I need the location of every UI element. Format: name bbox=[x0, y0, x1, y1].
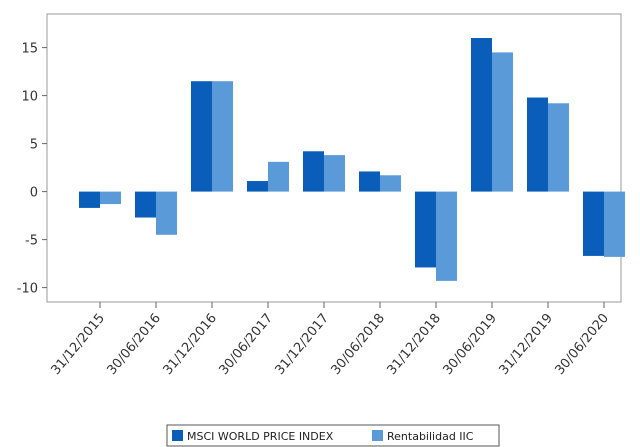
bar-series-2 bbox=[324, 155, 345, 192]
bar-series-1 bbox=[135, 191, 156, 218]
bar-series-1 bbox=[527, 97, 548, 192]
y-axis: 15 10 5 0 -5 -10 bbox=[17, 42, 47, 297]
bar-series-2 bbox=[268, 161, 289, 192]
x-tick-label: 31/12/2016 bbox=[160, 311, 220, 378]
x-tick-label: 31/12/2018 bbox=[384, 311, 444, 378]
bar-series-1 bbox=[415, 191, 436, 268]
bars bbox=[79, 38, 625, 281]
bar-series-2 bbox=[380, 175, 401, 192]
bar-series-2 bbox=[492, 52, 513, 192]
y-tick-label: 15 bbox=[21, 42, 38, 57]
legend-swatch-series-1 bbox=[172, 430, 183, 441]
bar-series-1 bbox=[191, 81, 212, 192]
x-tick-label: 30/06/2020 bbox=[552, 311, 612, 378]
legend-box bbox=[166, 424, 500, 447]
x-tick-label: 30/06/2016 bbox=[104, 311, 164, 378]
bar-series-1 bbox=[303, 151, 324, 192]
legend: MSCI WORLD PRICE INDEX Rentabilidad IIC bbox=[166, 424, 500, 447]
bar-series-1 bbox=[359, 171, 380, 192]
bar-series-2 bbox=[212, 81, 233, 192]
legend-swatch-series-2 bbox=[372, 430, 383, 441]
bar-series-1 bbox=[79, 191, 100, 208]
x-tick-label: 30/06/2019 bbox=[440, 311, 500, 378]
y-tick-label: 5 bbox=[30, 138, 38, 153]
legend-label-series-1: MSCI WORLD PRICE INDEX bbox=[187, 430, 334, 443]
x-tick-label: 30/06/2018 bbox=[328, 311, 388, 378]
legend-label-series-2: Rentabilidad IIC bbox=[387, 430, 474, 443]
bar-series-2 bbox=[548, 103, 569, 192]
bar-series-2 bbox=[604, 191, 625, 257]
x-tick-label: 31/12/2017 bbox=[272, 311, 332, 378]
x-tick-label: 31/12/2015 bbox=[48, 311, 108, 378]
bar-series-1 bbox=[583, 191, 604, 256]
x-axis: 31/12/201530/06/201631/12/201630/06/2017… bbox=[48, 302, 612, 378]
bar-series-2 bbox=[100, 191, 121, 205]
x-tick-label: 30/06/2017 bbox=[216, 311, 276, 378]
bar-series-1 bbox=[471, 38, 492, 192]
bar-series-1 bbox=[247, 181, 268, 192]
y-tick-label: 10 bbox=[21, 90, 38, 105]
y-tick-label: -5 bbox=[25, 234, 38, 249]
x-tick-label: 31/12/2019 bbox=[496, 311, 556, 378]
y-tick-label: -10 bbox=[17, 282, 38, 297]
y-tick-label: 0 bbox=[30, 186, 38, 201]
bar-series-2 bbox=[436, 191, 457, 281]
bar-series-2 bbox=[156, 191, 177, 235]
